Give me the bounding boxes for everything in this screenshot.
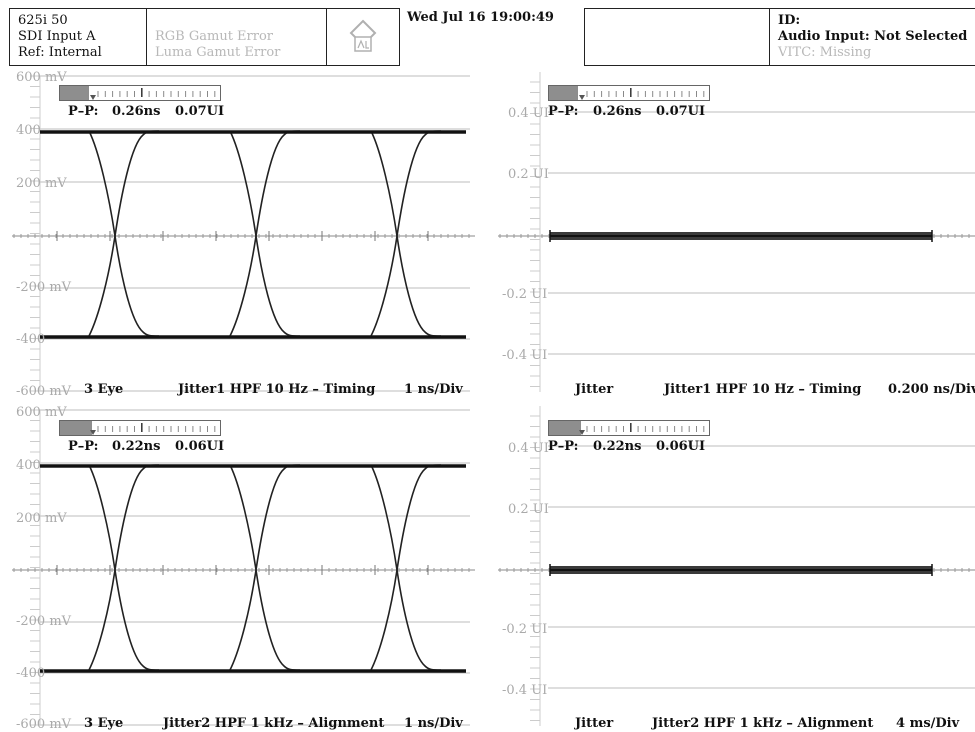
eye2-filter: Jitter2 HPF 1 kHz – Alignment	[163, 716, 385, 731]
input-label: SDI Input A	[18, 29, 96, 44]
eye1-axis-m200: -200 mV	[16, 280, 72, 295]
jit2-filter: Jitter2 HPF 1 kHz – Alignment	[652, 716, 874, 731]
pp-readout-eye2: P–P: 0.22ns 0.06UI	[68, 439, 224, 454]
status-box-audio: ID: Audio Input: Not Selected VITC: Miss…	[769, 8, 975, 66]
eye2-axis-m400: -400	[16, 666, 46, 681]
rgb-gamut-error: RGB Gamut Error	[155, 29, 274, 44]
format-label: 625i 50	[18, 13, 68, 28]
status-box-blank	[584, 8, 770, 66]
status-box-input: 625i 50 SDI Input A Ref: Internal	[9, 8, 147, 66]
eye1-axis-m400: -400	[16, 332, 46, 347]
jit1-axis-04: 0.4 UI	[508, 106, 549, 121]
eye1-filter: Jitter1 HPF 10 Hz – Timing	[178, 382, 376, 397]
pp-label: P–P:	[68, 439, 99, 454]
vitc-label: VITC: Missing	[778, 45, 872, 60]
jitter-meter-jit2	[548, 420, 710, 436]
eye2-axis-m200: -200 mV	[16, 614, 72, 629]
jitter-meter-jit1	[548, 85, 710, 101]
pp-ui-value: 0.07UI	[175, 104, 225, 119]
jit1-axis-m02: -0.2 UI	[502, 287, 548, 302]
ref-label: Ref: Internal	[18, 45, 102, 60]
eye2-axis-m600: -600 mV	[16, 717, 72, 732]
jit2-scale: 4 ms/Div	[896, 716, 960, 731]
datetime-display: Wed Jul 16 19:00:49	[407, 10, 554, 25]
logo-icon	[349, 19, 377, 52]
luma-gamut-error: Luma Gamut Error	[155, 45, 281, 60]
jit1-axis-m04: -0.4 UI	[502, 348, 548, 363]
jitter-meter-eye2	[59, 420, 221, 436]
eye1-axis-400: 400	[16, 123, 41, 138]
eye2-axis-600: 600 mV	[16, 405, 67, 420]
pp-ns-value: 0.22ns	[112, 439, 161, 454]
eye1-axis-600: 600 mV	[16, 70, 67, 85]
logo-box	[326, 8, 400, 66]
pp-ns-value: 0.26ns	[593, 104, 642, 119]
pp-ns-value: 0.22ns	[593, 439, 642, 454]
eye2-title: 3 Eye	[84, 716, 124, 731]
audio-input-label: Audio Input: Not Selected	[778, 29, 968, 44]
eye1-scale: 1 ns/Div	[404, 382, 463, 397]
eye2-axis-200: 200 mV	[16, 511, 67, 526]
pp-ui-value: 0.06UI	[656, 439, 706, 454]
jit2-axis-02: 0.2 UI	[508, 502, 549, 517]
pp-ui-value: 0.06UI	[175, 439, 225, 454]
eye1-axis-m600: -600 mV	[16, 384, 72, 399]
pp-label: P–P:	[548, 104, 579, 119]
eye1-title: 3 Eye	[84, 382, 124, 397]
pp-ns-value: 0.26ns	[112, 104, 161, 119]
jitter-meter-eye1	[59, 85, 221, 101]
pp-label: P–P:	[548, 439, 579, 454]
jit2-axis-m04: -0.4 UI	[502, 683, 548, 698]
jit1-filter: Jitter1 HPF 10 Hz – Timing	[664, 382, 862, 397]
jit1-scale: 0.200 ns/Div	[888, 382, 975, 397]
pp-readout-jit2: P–P: 0.22ns 0.06UI	[548, 439, 705, 454]
eye2-axis-400: 400	[16, 458, 41, 473]
pp-ui-value: 0.07UI	[656, 104, 706, 119]
status-box-gamut: RGB Gamut Error Luma Gamut Error	[146, 8, 327, 66]
pp-label: P–P:	[68, 104, 99, 119]
jit1-axis-02: 0.2 UI	[508, 167, 549, 182]
id-label: ID:	[778, 13, 801, 28]
pp-readout-jit1: P–P: 0.26ns 0.07UI	[548, 104, 705, 119]
jit2-axis-04: 0.4 UI	[508, 441, 549, 456]
pp-readout-eye1: P–P: 0.26ns 0.07UI	[68, 104, 224, 119]
jit2-axis-m02: -0.2 UI	[502, 622, 548, 637]
jit1-title: Jitter	[575, 382, 614, 397]
eye1-axis-200: 200 mV	[16, 176, 67, 191]
eye2-scale: 1 ns/Div	[404, 716, 463, 731]
jit2-title: Jitter	[575, 716, 614, 731]
